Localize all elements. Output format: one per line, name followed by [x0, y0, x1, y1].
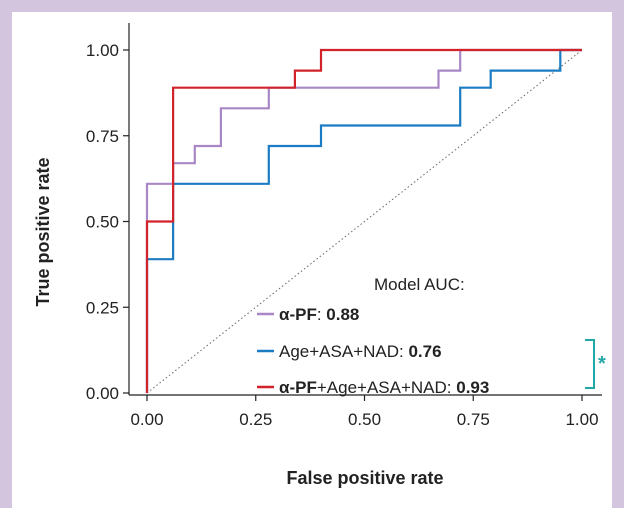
series-lines: [145, 48, 582, 393]
x-axis-label: False positive rate: [286, 468, 443, 488]
legend-label-0: α-PF: 0.88: [279, 305, 359, 324]
y-axis-label: True positive rate: [33, 157, 53, 306]
legend-text-part: α-PF: [279, 305, 317, 324]
legend-separator: :: [399, 342, 408, 361]
legend-separator: :: [317, 305, 326, 324]
chart-panel: 0.00 0.25 0.50 0.75 1.00 0.00 0.25 0.50 0.75 1.00…: [12, 12, 612, 508]
chance-line: [146, 49, 583, 394]
legend-auc-value: 0.93: [456, 378, 489, 397]
legend-auc-value: 0.76: [408, 342, 441, 361]
legend-title: Model AUC:: [374, 275, 465, 294]
x-tick-label: 0.50: [348, 410, 381, 429]
legend-label-2: α-PF+Age+ASA+NAD: 0.93: [279, 378, 489, 397]
legend-text-part: α-PF: [279, 378, 317, 397]
y-tick-label: 0.75: [86, 127, 119, 146]
x-tick-label: 0.75: [457, 410, 490, 429]
legend-text-part: +Age+ASA+NAD: [317, 378, 447, 397]
y-tick-label: 1.00: [86, 41, 119, 60]
diagonal-reference: [146, 49, 583, 394]
y-tick-label: 0.00: [86, 384, 119, 403]
x-tick-label: 0.00: [130, 410, 163, 429]
legend-auc-value: 0.88: [326, 305, 359, 324]
legend: Model AUC: α-PF: 0.88 Age+ASA+NAD: 0.76 α-P…: [257, 275, 606, 397]
legend-label-1: Age+ASA+NAD: 0.76: [279, 342, 442, 361]
significance-star: *: [598, 353, 606, 375]
roc-chart: 0.00 0.25 0.50 0.75 1.00 0.00 0.25 0.50 0.75 1.00…: [33, 23, 606, 488]
legend-separator: :: [447, 378, 456, 397]
axis-ticks: 0.00 0.25 0.50 0.75 1.00 0.00 0.25 0.50 0.75 1.00: [86, 41, 599, 429]
y-tick-label: 0.25: [86, 298, 119, 317]
x-tick-label: 1.00: [565, 410, 598, 429]
plot-frame: [128, 23, 602, 396]
significance-bracket: [585, 339, 595, 389]
series-line-2: [145, 48, 582, 393]
series-line-1: [145, 48, 582, 393]
x-tick-label: 0.25: [239, 410, 272, 429]
legend-text-part: Age+ASA+NAD: [279, 342, 399, 361]
y-tick-label: 0.50: [86, 213, 119, 232]
